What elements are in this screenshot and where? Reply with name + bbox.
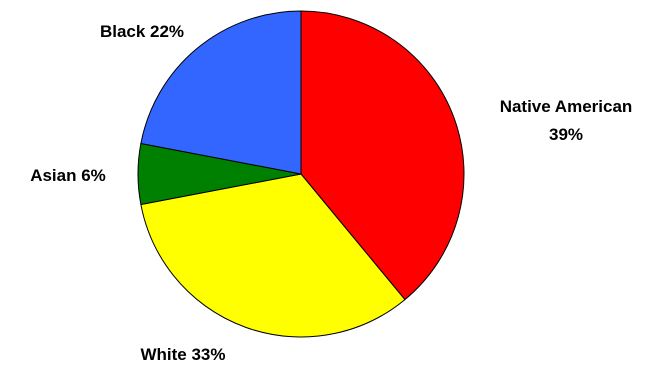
pie-slice-black xyxy=(140,10,302,175)
data-labels: Native American 39% White 33% Asian 6% B… xyxy=(30,22,632,364)
label-white: White 33% xyxy=(140,345,225,364)
label-native-american-percent: 39% xyxy=(549,125,583,144)
pie-slices xyxy=(137,10,465,338)
label-black: Black 22% xyxy=(100,22,184,41)
label-asian: Asian 6% xyxy=(30,166,106,185)
pie-slice-white xyxy=(140,173,406,338)
label-native-american-name: Native American xyxy=(500,97,633,116)
pie-slice-native-american xyxy=(300,10,465,301)
